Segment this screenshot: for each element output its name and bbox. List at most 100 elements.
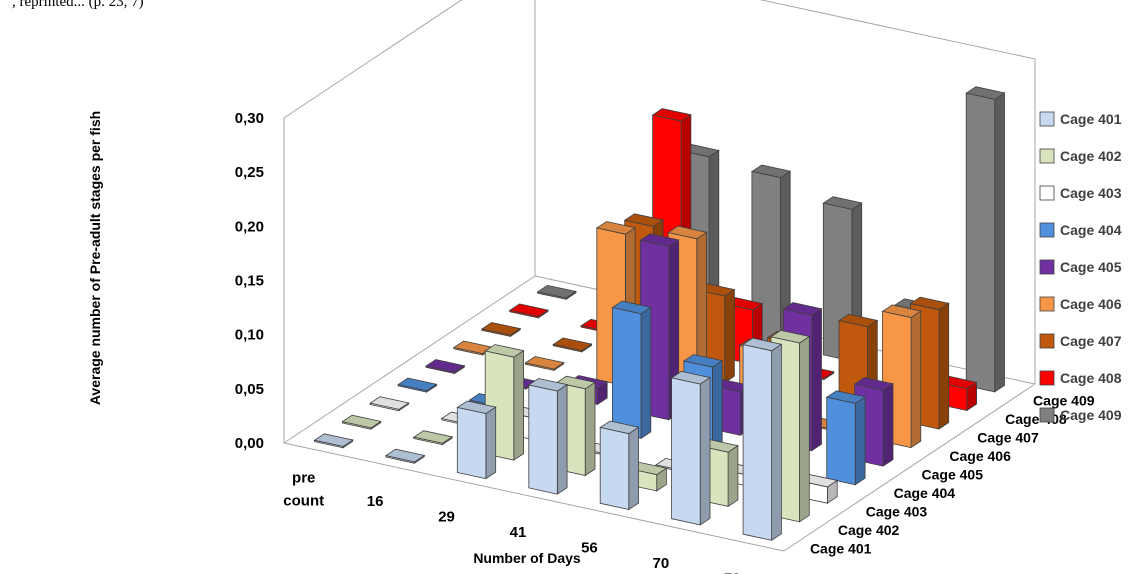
bar-side [699, 376, 711, 526]
legend-label: Cage 409 [1060, 407, 1122, 423]
bar-side [628, 426, 639, 511]
bar-front [425, 365, 456, 374]
y-tick-label: 0,15 [235, 273, 264, 290]
legend-label: Cage 405 [1060, 259, 1122, 275]
bar-front [369, 402, 400, 412]
back-wall [759, 0, 1036, 384]
bar-front [397, 384, 428, 393]
bar [611, 300, 652, 440]
legend-label: Cage 401 [1060, 111, 1122, 127]
bar-side [712, 359, 723, 455]
bar [524, 356, 565, 372]
bar-front [671, 377, 701, 526]
bar-front [537, 291, 567, 300]
bar-front [552, 343, 583, 353]
bar-side [640, 306, 652, 440]
legend-label: Cage 403 [1060, 185, 1122, 201]
bar [384, 448, 426, 464]
legend-swatch [1039, 222, 1055, 238]
legend-item: Cage 409 [1039, 407, 1122, 423]
legend-swatch [1039, 296, 1055, 312]
bar-side [485, 406, 497, 480]
legend-item: Cage 403 [1039, 185, 1122, 201]
bar-side [724, 288, 735, 384]
legend-label: Cage 408 [1060, 370, 1122, 386]
depth-tick-label: Cage 408 [1005, 411, 1067, 427]
bar [341, 414, 382, 430]
side-wall [283, 0, 536, 443]
legend-swatch [1039, 185, 1055, 201]
chart-walls [283, 0, 1036, 552]
x-tick-label: pre count [283, 470, 324, 510]
bar-front [525, 362, 555, 371]
x-tick-label: 56 [581, 539, 598, 556]
bar-front [453, 347, 483, 356]
top-caption: , reprinted... (p. 23, 7) [12, 0, 144, 10]
bar-side [938, 302, 950, 430]
bar-front [742, 344, 772, 541]
legend-swatch [1039, 259, 1055, 275]
bar [599, 420, 640, 511]
legend-swatch [1039, 148, 1055, 164]
bar [484, 344, 525, 461]
bar [412, 430, 454, 446]
x-tick-label: 16 [367, 493, 384, 510]
legend-swatch [1039, 407, 1055, 423]
bar-side [513, 349, 524, 461]
y-axis-label: Average number of Pre-adult stages per f… [87, 111, 103, 405]
legend-swatch [1039, 370, 1055, 386]
bar-front [612, 307, 642, 439]
bar [965, 86, 1006, 393]
bar [480, 322, 522, 338]
legend-label: Cage 407 [1060, 333, 1122, 349]
depth-tick-label: Cage 407 [977, 429, 1039, 445]
bar [552, 337, 593, 353]
bar-side [854, 396, 866, 486]
floor-front-edge [283, 442, 785, 552]
x-tick-label: 29 [438, 509, 455, 526]
bar [536, 284, 577, 301]
bar [424, 359, 466, 375]
depth-tick-label: Cage 401 [810, 541, 872, 557]
bar-front [456, 407, 487, 480]
legend-item: Cage 408 [1039, 370, 1122, 386]
bar-front [413, 436, 443, 446]
bar [397, 377, 438, 393]
bars [313, 86, 1006, 542]
bar [456, 400, 497, 480]
bar-side [811, 308, 822, 452]
y-tick-label: 0,05 [235, 381, 264, 398]
bar-side [910, 310, 922, 449]
legend: Cage 401 Cage 402 Cage 403 Cage 404 Cage 405… [1039, 111, 1122, 423]
bar [825, 390, 867, 486]
bar-front [826, 396, 856, 486]
legend-label: Cage 402 [1060, 148, 1122, 164]
y-tick-label: 0,25 [235, 164, 264, 181]
y-tick-label: 0,20 [235, 218, 264, 235]
legend-swatch [1039, 111, 1055, 127]
depth-tick-label: Cage 402 [838, 522, 900, 538]
bar [742, 337, 783, 542]
legend-item: Cage 406 [1039, 296, 1122, 312]
legend-item: Cage 407 [1039, 333, 1122, 349]
bar-front [599, 427, 630, 510]
bar-side [994, 92, 1005, 393]
x-tick-label: 78 [724, 570, 741, 574]
depth-tick-label: Cage 406 [949, 448, 1011, 464]
bar-side [882, 383, 894, 467]
bar [670, 370, 712, 526]
bar [313, 433, 354, 449]
bar-front [314, 439, 344, 449]
bar-front [385, 455, 415, 464]
depth-tick-label: Cage 403 [866, 504, 928, 520]
bar-side [584, 381, 596, 477]
legend-item: Cage 404 [1039, 222, 1122, 238]
y-tick-label: 0,00 [235, 435, 264, 452]
y-tick-label: 0,30 [235, 110, 264, 127]
legend-label: Cage 404 [1060, 222, 1122, 238]
x-tick-label: 41 [510, 524, 527, 541]
legend-item: Cage 401 [1039, 111, 1122, 127]
bar-front [965, 92, 996, 393]
